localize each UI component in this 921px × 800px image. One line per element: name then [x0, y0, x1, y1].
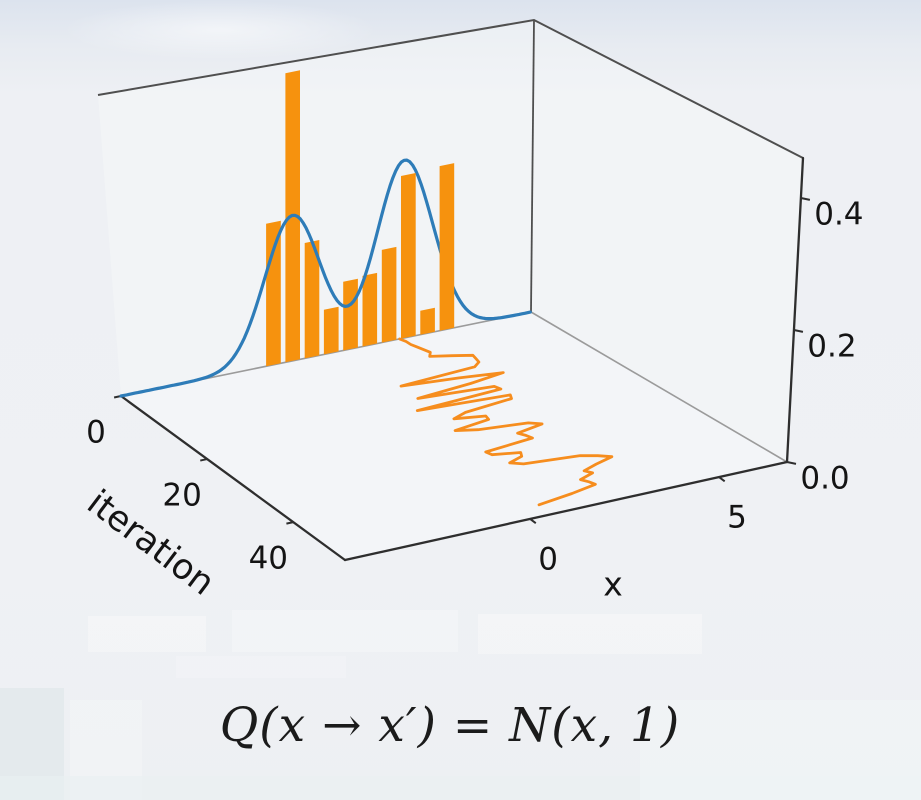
- background-ghost: [176, 656, 346, 678]
- background-ghost: [88, 616, 206, 652]
- axis-ticks-and-labels: 0 20 40 0 5 0.0 0.2 0.4: [86, 196, 863, 577]
- axis-spines: [119, 156, 805, 562]
- svg-text:5: 5: [727, 500, 747, 536]
- background-ghost: [640, 700, 921, 800]
- background-ghost: [232, 610, 458, 652]
- background-ghost: [478, 614, 702, 654]
- background-highlight: [60, 0, 380, 60]
- histogram-bars-near: [401, 163, 455, 339]
- svg-text:x: x: [603, 565, 623, 604]
- svg-text:20: 20: [162, 478, 201, 514]
- density-curve: [119, 158, 532, 398]
- svg-text:0.2: 0.2: [807, 328, 856, 364]
- svg-text:0: 0: [538, 541, 558, 577]
- sample-trace-line: [398, 337, 614, 507]
- svg-text:40: 40: [249, 541, 288, 577]
- svg-text:0.0: 0.0: [800, 461, 849, 497]
- svg-text:0: 0: [86, 415, 106, 451]
- proposal-distribution-formula: Q(x → x′) = N(x, 1): [219, 698, 681, 753]
- svg-text:0.4: 0.4: [814, 196, 863, 232]
